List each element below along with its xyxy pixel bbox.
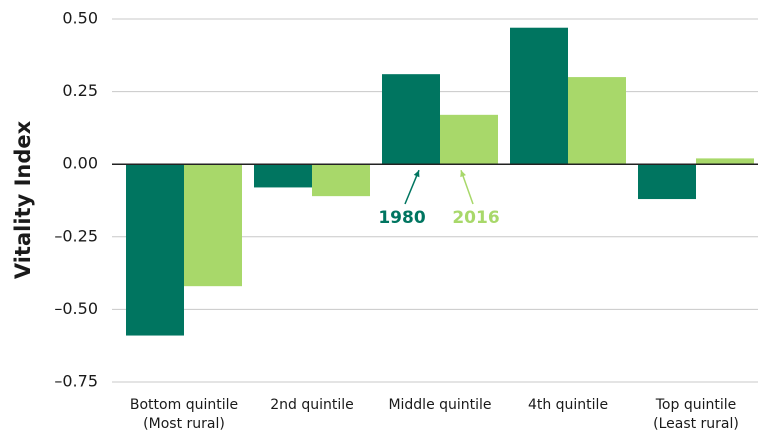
y-tick-label: 0.25 [62, 81, 98, 100]
bar [312, 164, 370, 197]
bar [638, 164, 696, 200]
x-tick-label: Top quintile [655, 397, 736, 413]
bar [696, 158, 754, 165]
y-tick-label: 0.00 [62, 154, 98, 173]
legend-label: 2016 [452, 208, 499, 228]
y-tick-label: 0.50 [62, 9, 98, 28]
bar [254, 164, 312, 188]
arrow-head [413, 170, 420, 178]
x-tick-label: Bottom quintile [130, 397, 238, 413]
x-tick-label: 4th quintile [528, 397, 608, 413]
y-axis-label: Vitality Index [11, 120, 35, 279]
arrow-head [460, 170, 466, 178]
legend-label: 1980 [378, 208, 425, 228]
bar [126, 164, 184, 336]
bar [568, 77, 626, 165]
y-tick-label: –0.75 [54, 372, 98, 391]
bar [184, 164, 242, 287]
bar [440, 114, 498, 165]
y-tick-label: –0.25 [54, 226, 98, 245]
x-tick-label: (Least rural) [653, 416, 739, 432]
x-tick-label: (Most rural) [143, 416, 225, 432]
bar [382, 74, 440, 165]
bar [510, 27, 568, 165]
y-tick-label: –0.50 [54, 299, 98, 318]
x-tick-label: Middle quintile [388, 397, 491, 413]
x-tick-label: 2nd quintile [270, 397, 354, 413]
